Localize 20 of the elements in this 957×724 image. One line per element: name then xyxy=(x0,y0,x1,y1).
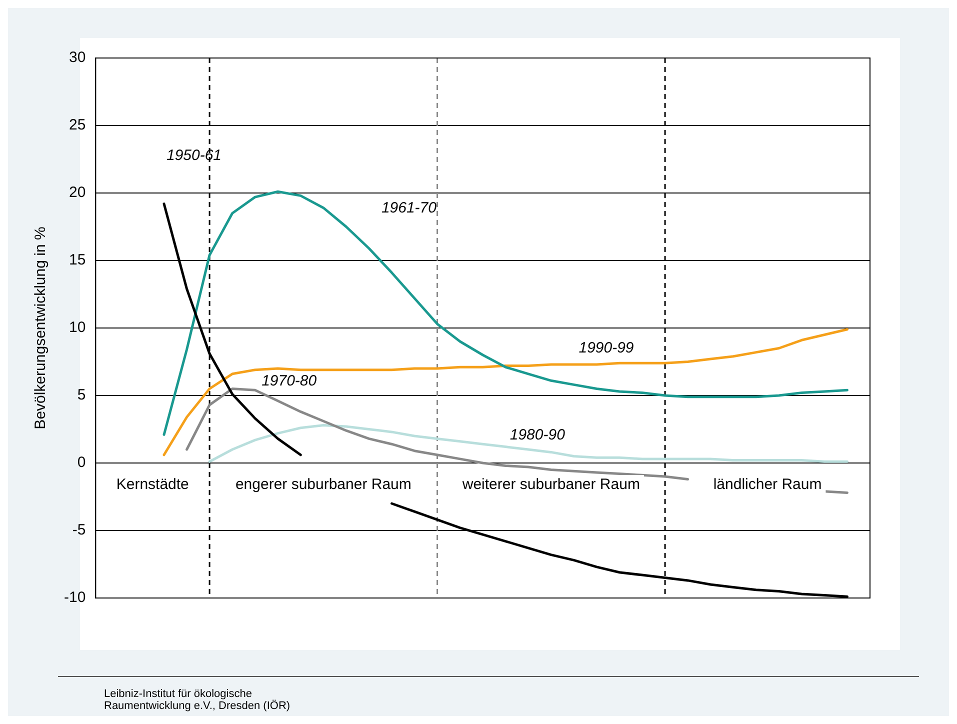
text: Leibniz-Institut für ökologische Raumentwicklung e.V., Dresden (IÖR) xyxy=(104,688,292,712)
y-tick-label: 25 xyxy=(68,116,86,134)
annotation: Kernstädte xyxy=(116,476,189,494)
y-tick-label: 15 xyxy=(68,252,86,269)
y-tick-label: -10 xyxy=(64,589,86,606)
y-tick-label: -5 xyxy=(72,522,86,539)
y-axis-title: Bevölkerungsentwicklung in % xyxy=(32,226,50,430)
y-tick-label: 5 xyxy=(77,386,86,404)
annotation: ländlicher Raum xyxy=(713,476,822,494)
text: 1950-61 xyxy=(166,146,222,164)
y-tick-label: 30 xyxy=(68,49,86,66)
series-label: 1990-99 xyxy=(578,339,634,356)
y-tick-label: 10 xyxy=(68,319,86,336)
annotation: weiterer suburbaner Raum xyxy=(461,476,640,494)
annotation: engerer suburbaner Raum xyxy=(235,476,412,494)
text: 1961-70 xyxy=(381,200,438,217)
y-tick-label: 0 xyxy=(77,454,86,472)
series-label: 1970-80 xyxy=(262,372,318,390)
series-label: 1980-90 xyxy=(510,426,566,444)
y-tick-label: 20 xyxy=(68,184,86,202)
